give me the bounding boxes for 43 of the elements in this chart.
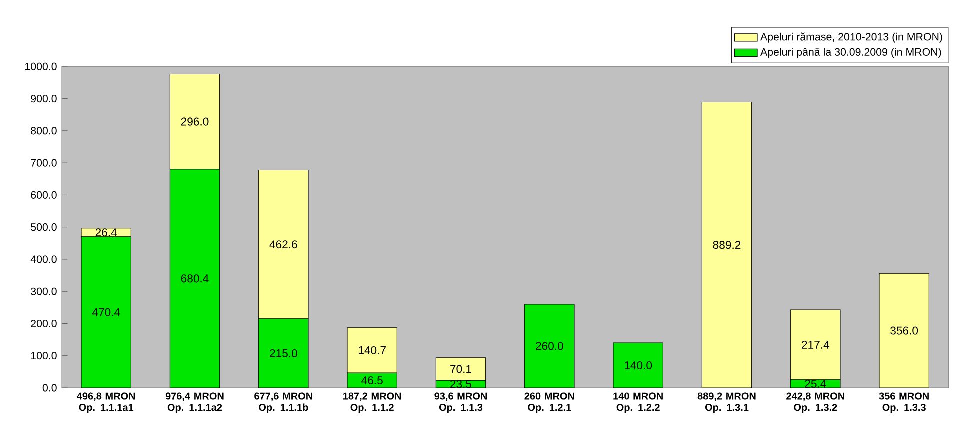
data-label: 215.0 [270,349,298,358]
data-label: 140.0 [625,362,652,370]
y-tick-label: 0.0 [42,384,57,392]
data-label: 296.0 [181,118,209,126]
data-label: 889.2 [713,241,741,250]
legend-label: Apeluri rămase, 2010-2013 (in MRON) [760,32,942,43]
data-label: 356.0 [890,326,918,335]
bar [524,304,575,388]
x-tick-label: 677,6 MRON Op. 1.1.1b [254,392,312,414]
data-label: 26.4 [96,228,118,237]
data-label: 70.1 [450,365,472,374]
y-tick-label: 100.0 [31,352,57,360]
x-tick-label: 140 MRON Op. 1.2.2 [614,392,663,414]
x-tick-label: 93,6 MRON Op. 1.1.3 [434,392,487,414]
y-tick-label: 800.0 [31,127,57,135]
y-tick-label: 500.0 [31,224,57,232]
bar [613,342,664,388]
data-label: 25.4 [805,380,826,388]
x-tick-label: 356 MRON Op. 1.3.3 [879,392,929,414]
y-tick-label: 600.0 [31,191,57,199]
x-tick-label: 242,8 MRON Op. 1.3.2 [786,392,844,414]
data-label: 680.4 [181,274,209,283]
data-label: 470.4 [92,308,120,316]
x-tick-label: 496,8 MRON Op. 1.1.1a1 [77,392,136,414]
legend-label: Apeluri până la 30.09.2009 (in MRON) [760,48,942,58]
y-tick-label: 200.0 [31,320,57,328]
data-label: 217.4 [802,340,830,349]
x-tick-label: 889,2 MRON Op. 1.3.1 [698,392,756,414]
x-tick-label: 976,4 MRON Op. 1.1.1a2 [166,392,224,414]
y-tick-label: 400.0 [30,256,57,264]
y-tick-label: 300.0 [31,288,57,296]
bar [702,102,752,388]
bar [879,273,930,388]
y-tick-label: 900.0 [31,95,57,103]
data-label: 462.6 [270,240,298,249]
x-tick-label: 260 MRON Op. 1.2.1 [524,392,574,414]
data-label: 260.0 [536,342,564,350]
y-tick-label: 700.0 [31,159,57,167]
data-label: 46.5 [362,376,383,385]
y-tick-label: 1000.0 [25,62,57,70]
data-label: 23.5 [450,380,472,388]
x-tick-label: 187,2 MRON Op. 1.1.2 [344,392,402,414]
data-label: 140.7 [359,346,386,354]
